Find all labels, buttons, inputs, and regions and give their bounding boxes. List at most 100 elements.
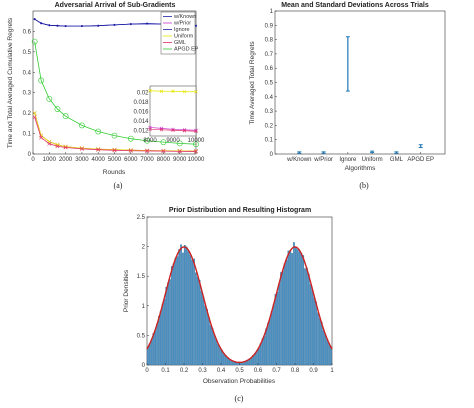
panel-c-hist-bar: [204, 305, 207, 366]
panel-b-frame: [274, 10, 446, 155]
panel-c-xtick-label: 0.3: [198, 368, 207, 374]
panel-c-hist-bar: [328, 343, 330, 366]
panel-b-xlabel: Algorithms: [345, 165, 376, 172]
panel-a-point: [145, 148, 150, 153]
panel-a-inset-point: [182, 90, 187, 94]
panel-a-ytick-label: 0.6: [23, 29, 32, 35]
panel-b-xtick-label: Ignore: [339, 157, 357, 163]
panel-a-xtick-label: 3000: [75, 157, 89, 163]
panel-a-inset-point: [159, 128, 164, 132]
panel-c-hist-bar: [195, 272, 197, 366]
panel-b-ytick-label: 0.2: [265, 123, 274, 129]
panel-a-point: [63, 145, 68, 150]
panel-c-hist-bar: [317, 312, 319, 366]
panel-b-xtick-label: GML: [390, 157, 404, 163]
panel-c-hist-bar: [159, 311, 162, 366]
panel-a-xtick-label: 8000: [157, 157, 171, 163]
panel-c-ytick-label: 0.5: [137, 333, 146, 339]
panel-c-hist-bar: [202, 296, 205, 366]
panel-b-ylabel: Time Averaged Total Regrets: [249, 41, 256, 125]
panel-c-hist-bar: [196, 276, 199, 366]
panel-c-hist-bar: [270, 310, 273, 366]
panel-c-hist-bar: [302, 255, 305, 366]
panel-c-hist-bar: [276, 292, 279, 366]
panel-c-hist-bar: [156, 324, 158, 366]
panel-a-point: [39, 135, 44, 140]
panel-a-point: [56, 24, 59, 27]
panel-a-point: [111, 132, 118, 139]
panel-a-point: [195, 24, 197, 27]
panel-a-inset: 0.012 0.014 0.016 0.018 0.02 8000 9000 10000: [133, 85, 205, 144]
panel-c-hist-bar: [219, 347, 221, 366]
panel-a-point: [127, 135, 134, 142]
panel-a-inset-ytick: 0.012: [133, 129, 149, 135]
panel-a-ytick-label: 0.2: [23, 111, 32, 117]
panel-c-hist-bar: [178, 249, 181, 366]
panel-c-hist-bar: [309, 284, 312, 366]
panel-c-hist-bar: [311, 289, 314, 366]
panel-c-hist-bar: [320, 321, 323, 366]
panel-c-hist-bar: [185, 246, 188, 366]
panel-c-hist-bar: [211, 328, 214, 366]
panel-a-inset-point: [171, 89, 175, 93]
panel-a-point: [33, 18, 36, 21]
panel-c-xlabel: Observation Probabilities: [203, 378, 276, 385]
panel-a-point: [54, 106, 61, 112]
panel-a-point: [80, 25, 83, 28]
panel-a-point: [31, 38, 38, 45]
panel-a-point: [193, 141, 199, 148]
panel-c-hist-bar: [298, 251, 301, 366]
panel-c-hist-bar: [322, 330, 325, 366]
panel-c-hist-bar: [307, 273, 310, 366]
panel-a-inset-point: [148, 89, 152, 93]
panel-c-hist-bar: [154, 330, 157, 366]
panel-a-inset-point: [148, 127, 152, 132]
panel-a-point: [128, 148, 133, 153]
panel-c-hist-bar: [269, 318, 271, 366]
panel-c-hist-bar: [274, 294, 277, 366]
panel-c-xtick-label: 0.5: [235, 368, 244, 374]
panel-c-hist-bar: [200, 290, 203, 366]
panel-a-point: [79, 146, 84, 151]
panel-a-xtick-label: 2000: [59, 157, 73, 163]
panel-c-hist-bar: [206, 308, 208, 366]
panel-c-hist-bar: [182, 252, 184, 366]
panel-a-point: [112, 148, 117, 153]
panel-c-ytick-label: 2.5: [137, 215, 146, 221]
panel-a-xtick-label: 6000: [124, 157, 138, 163]
panel-a-xtick-label: 7000: [140, 157, 154, 163]
panel-a-xtick-label: 0: [31, 157, 35, 163]
panel-a-inset-frame: [149, 85, 197, 137]
panel-c-hist-bar: [280, 272, 282, 366]
panel-a-point: [128, 148, 133, 153]
panel-c-ylabel: Prior Densities: [123, 269, 130, 312]
panel-a-point: [47, 141, 52, 146]
panel-a-point: [177, 149, 182, 154]
panel-c-hist-bar: [293, 242, 295, 366]
panel-a-point: [38, 77, 45, 84]
panel-a-series-line: [34, 41, 197, 145]
panel-c-histogram: Prior Distribution and Resulting Histogr…: [123, 207, 334, 403]
panel-a-point: [176, 140, 183, 147]
caption-a: (a): [114, 181, 123, 190]
panel-c-hist-bar: [148, 343, 151, 366]
panel-a-inset-ytick: 0.02: [137, 91, 149, 97]
panel-a-inset-point: [182, 129, 187, 133]
panel-c-hist-bar: [296, 249, 299, 366]
panel-a-point: [62, 113, 69, 120]
panel-c-hist-bar: [163, 298, 166, 366]
panel-c-ytick-label: 1.5: [137, 274, 146, 280]
panel-c-hist-bar: [169, 279, 171, 366]
panel-c-hist-bar: [193, 258, 195, 366]
caption-c: (c): [235, 394, 244, 403]
panel-c-hist-bar: [170, 266, 173, 366]
panel-c-hist-bar: [150, 339, 153, 366]
panel-c-hist-bar: [207, 317, 210, 366]
panel-c-xtick-label: 0.7: [272, 368, 281, 374]
panel-a-point: [161, 149, 166, 154]
panel-c-xtick-label: 0.8: [291, 368, 300, 374]
panel-c-hist-bar: [315, 301, 318, 366]
panel-c-hist-bar: [281, 271, 284, 366]
panel-b-xtick-label: w/Prior: [313, 157, 333, 163]
panel-b-ytick-label: 0.5: [265, 81, 274, 87]
